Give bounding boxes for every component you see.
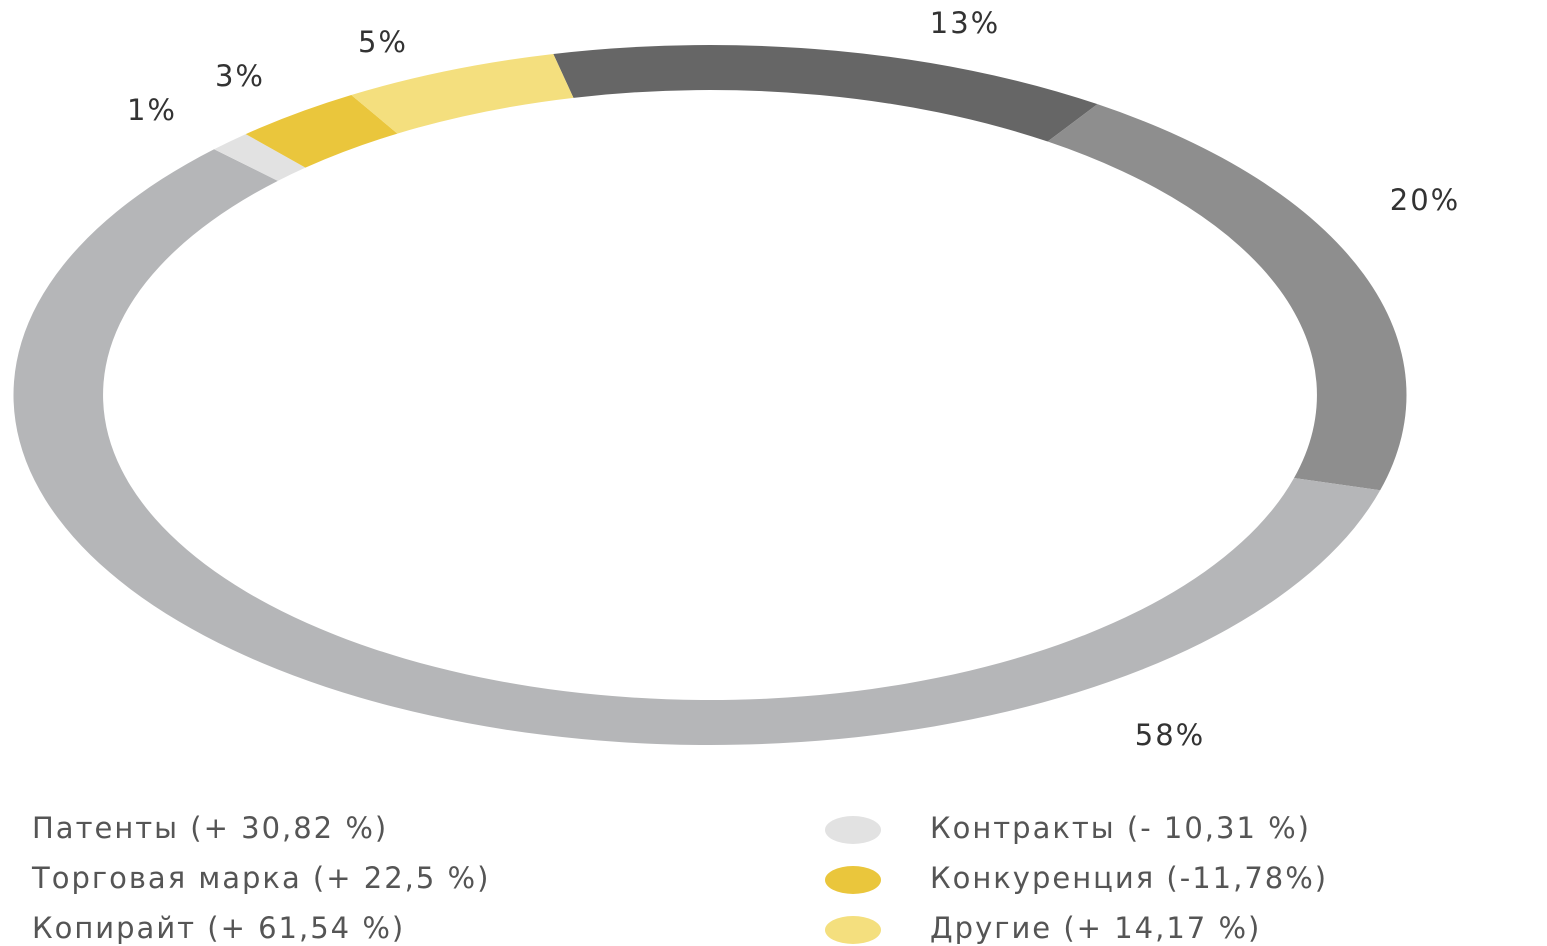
legend-label: Копирайт (+ 61,54 %) bbox=[32, 911, 405, 945]
value-label: 13% bbox=[930, 6, 1000, 40]
donut-segment bbox=[214, 134, 306, 181]
value-label: 1% bbox=[127, 93, 177, 127]
value-label: 58% bbox=[1135, 718, 1205, 752]
legend-label: Другие (+ 14,17 %) bbox=[930, 911, 1261, 945]
value-label: 20% bbox=[1390, 183, 1460, 217]
legend-label: Контракты (- 10,31 %) bbox=[930, 811, 1311, 845]
value-label: 5% bbox=[358, 25, 408, 59]
legend-label: Патенты (+ 30,82 %) bbox=[32, 811, 388, 845]
legend-label: Торговая марка (+ 22,5 %) bbox=[31, 861, 490, 895]
value-label: 3% bbox=[215, 59, 265, 93]
donut-segment bbox=[13, 149, 1381, 745]
donut-segment bbox=[1047, 104, 1407, 491]
legend-marker bbox=[825, 916, 881, 944]
donut-segment bbox=[351, 53, 574, 134]
legend-label: Конкуренция (-11,78%) bbox=[930, 861, 1328, 895]
legend-marker bbox=[825, 816, 881, 844]
donut-segment bbox=[553, 45, 1098, 142]
donut-segment bbox=[245, 94, 398, 168]
legend-marker bbox=[825, 866, 881, 894]
donut bbox=[13, 45, 1407, 745]
